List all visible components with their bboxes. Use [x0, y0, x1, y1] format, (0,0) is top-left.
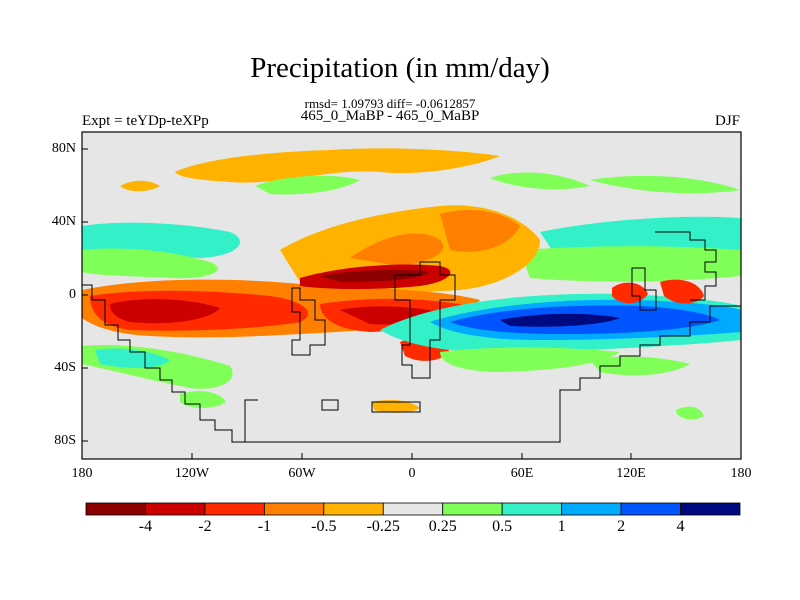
- case-line: 465_0_MaBP - 465_0_MaBP: [300, 108, 480, 124]
- contour-south-green-5: [676, 406, 704, 420]
- contour-north-green-3: [590, 175, 740, 194]
- continent-outlines: [82, 231, 741, 443]
- contour-subtropical-north-green-east: [520, 246, 741, 282]
- colorbar-box-1: [145, 502, 206, 516]
- x-label-180w: 180: [71, 466, 93, 481]
- x-label-120w: 120W: [174, 466, 210, 481]
- contour-wp-red-2: [660, 279, 704, 304]
- x-label-120e: 120E: [616, 466, 646, 481]
- chart-title: Precipitation (in mm/day): [250, 52, 550, 84]
- colorbar-label-8: 2: [617, 518, 626, 535]
- contour-south-orange: [372, 400, 420, 413]
- colorbar-box-6: [442, 502, 503, 516]
- contour-north-green-2: [490, 172, 590, 190]
- contour-south-cyan-1: [95, 348, 170, 369]
- contour-wp-red-1: [612, 282, 648, 304]
- colorbar-box-9: [620, 502, 681, 516]
- y-label-80n: 80N: [51, 141, 76, 156]
- x-label-60w: 60W: [288, 466, 316, 481]
- contour-eq-dry-darkred: [110, 299, 220, 324]
- contour-io-wet-darkblue: [500, 313, 620, 327]
- precip-contours: [82, 148, 741, 420]
- y-label-80s: 80S: [54, 433, 76, 448]
- contour-north-dry: [175, 148, 500, 183]
- colorbar-label-2: -1: [257, 518, 272, 535]
- coastline-east-asia: [655, 231, 717, 301]
- colorbar-label-4: -0.25: [366, 518, 400, 535]
- colorbar-box-10: [680, 502, 741, 516]
- coastline-small-island: [371, 401, 421, 413]
- contour-subtropical-north-green: [82, 248, 218, 279]
- contour-north-dry-2: [120, 180, 160, 192]
- contour-north-green-1: [255, 175, 360, 195]
- experiment-label: Expt = teYDp-teXPp: [82, 113, 209, 129]
- coastline-maritime: [631, 267, 657, 311]
- colorbar-box-7: [501, 502, 563, 516]
- stats-line: rmsd= 1.09793 diff= -0.0612857: [304, 96, 476, 111]
- contour-mid-orange-2: [350, 233, 444, 266]
- season-label: DJF: [714, 113, 740, 129]
- coastline-small-island-2: [321, 399, 339, 411]
- y-label-0: 0: [69, 287, 76, 302]
- colorbar-label-1: -2: [198, 518, 212, 535]
- colorbar-label-3: -0.5: [311, 518, 337, 535]
- x-label-0: 0: [408, 466, 416, 481]
- x-label-180e: 180: [730, 466, 752, 481]
- colorbar-label-9: 4: [676, 518, 685, 535]
- colorbar-label-7: 1: [557, 518, 566, 535]
- colorbar-box-0: [85, 502, 146, 516]
- x-label-60e: 60E: [510, 466, 534, 481]
- colorbar-box-8: [561, 502, 622, 516]
- colorbar: [85, 502, 741, 516]
- contour-south-green-2: [440, 347, 620, 372]
- contour-north-atlantic-darkred: [320, 269, 430, 282]
- coastline-americas: [82, 284, 258, 443]
- y-label-40s: 40S: [54, 360, 76, 375]
- contour-mid-orange-3: [440, 210, 520, 252]
- colorbar-label-6: 0.5: [492, 518, 513, 535]
- coastline-africa: [394, 261, 456, 379]
- colorbar-box-3: [263, 502, 325, 516]
- coastline-south-america: [291, 287, 326, 356]
- colorbar-box-5: [382, 502, 444, 516]
- colorbar-label-0: -4: [138, 518, 153, 535]
- y-label-40n: 40N: [51, 214, 76, 229]
- contour-south-green-3: [590, 356, 690, 376]
- axis-ticks: [81, 148, 742, 459]
- colorbar-label-5: 0.25: [428, 518, 457, 535]
- colorbar-box-2: [204, 502, 265, 516]
- colorbar-box-4: [323, 502, 384, 516]
- coastline-antarctica: [232, 305, 741, 443]
